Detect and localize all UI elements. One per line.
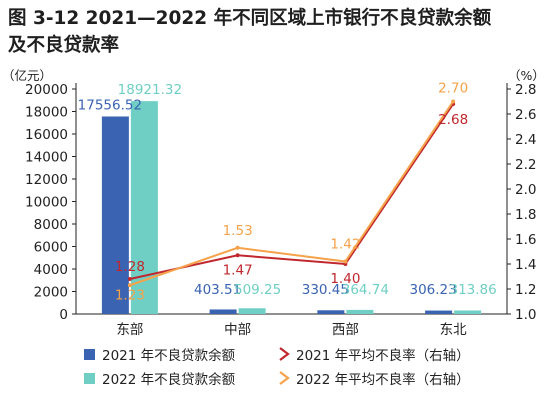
bar-2-3 (346, 309, 374, 314)
category-label-2: 中部 (224, 322, 251, 338)
bar-2-1 (130, 101, 158, 314)
right-axis-tick-label: 1.2 (515, 282, 536, 298)
line-point-1-1 (127, 277, 132, 281)
line-value-label-2-1: 1.23 (115, 287, 145, 303)
figure-title-line-2: 及不良贷款率 (8, 35, 120, 56)
right-axis-tick-label: 1.8 (515, 207, 536, 223)
line-value-label-1-3: 1.40 (330, 271, 360, 287)
left-axis-tick-label: 12000 (25, 172, 68, 188)
bar-1-3 (317, 310, 345, 314)
legend-label-3: 2021 年平均不良率（右轴） (296, 347, 470, 364)
bar-value-label-2-3: 364.74 (342, 282, 389, 298)
category-label-3: 西部 (332, 322, 359, 338)
line-point-2-3 (343, 259, 348, 264)
line-value-label-1-2: 1.47 (223, 262, 253, 278)
line-value-label-2-4: 2.70 (438, 81, 468, 97)
right-axis-tick-label: 2.8 (515, 82, 536, 98)
figure-title-line-1: 图 3-12 2021—2022 年不同区域上市银行不良贷款余额 (8, 8, 492, 29)
bar-value-label-2-1: 18921.32 (118, 82, 182, 98)
line-series-2 (129, 100, 454, 287)
bar-value-label-1-2: 403.51 (194, 282, 241, 298)
right-axis-tick-label: 2.4 (515, 132, 536, 148)
left-axis-unit: （亿元） (2, 68, 52, 83)
left-axis-tick-label: 2000 (34, 285, 68, 301)
left-axis-tick-label: 0 (59, 307, 68, 323)
right-axis-tick-label: 1.0 (515, 307, 536, 323)
bar-1-4 (425, 310, 453, 314)
legend-label-1: 2021 年不良贷款余额 (102, 347, 236, 364)
category-label-1: 东部 (116, 322, 143, 338)
left-axis-tick-label: 20000 (25, 82, 68, 98)
bar-value-label-2-2: 509.25 (234, 282, 281, 298)
left-axis-tick-label: 14000 (25, 150, 68, 166)
line-point-2-1 (127, 283, 132, 288)
line-value-label-1-1: 1.28 (115, 259, 145, 275)
line-point-1-2 (235, 253, 240, 258)
line-point-2-4 (451, 99, 456, 104)
legend-swatch-2 (84, 373, 95, 384)
right-axis-tick-label: 2.2 (515, 157, 536, 173)
category-label-4: 东北 (440, 322, 467, 338)
legend-label-4: 2022 年平均不良率（右轴） (296, 371, 470, 388)
bar-1-1 (101, 116, 129, 314)
bar-1-2 (209, 309, 237, 314)
left-axis-tick-label: 10000 (25, 195, 68, 211)
left-axis-tick-label: 4000 (34, 262, 68, 278)
line-value-label-2-3: 1.42 (330, 237, 360, 253)
right-axis-tick-label: 1.6 (515, 232, 536, 248)
left-axis-tick-label: 16000 (25, 127, 68, 143)
bar-value-label-2-4: 313.86 (450, 282, 497, 298)
left-axis-tick-label: 6000 (34, 240, 68, 256)
legend-label-2: 2022 年不良贷款余额 (102, 371, 236, 388)
line-point-2-2 (235, 245, 240, 250)
left-axis-tick-label: 18000 (25, 105, 68, 121)
bar-2-4 (454, 310, 482, 314)
line-series-1 (129, 103, 454, 280)
line-value-label-1-4: 2.68 (438, 112, 468, 128)
right-axis-unit: （%） (508, 68, 545, 83)
right-axis-tick-label: 2.6 (515, 107, 536, 123)
right-axis-tick-label: 1.4 (515, 257, 536, 273)
line-value-label-2-2: 1.53 (223, 223, 253, 239)
bar-value-label-1-1: 17556.52 (78, 97, 142, 113)
right-axis-tick-label: 2.0 (515, 182, 536, 198)
legend-swatch-3 (279, 347, 290, 361)
bar-value-label-1-4: 306.23 (410, 282, 457, 298)
legend-swatch-4 (279, 371, 290, 385)
bar-2-2 (238, 308, 266, 314)
left-axis-tick-label: 8000 (34, 217, 68, 233)
legend-swatch-1 (84, 349, 95, 360)
bar-value-label-1-3: 330.45 (302, 282, 349, 298)
